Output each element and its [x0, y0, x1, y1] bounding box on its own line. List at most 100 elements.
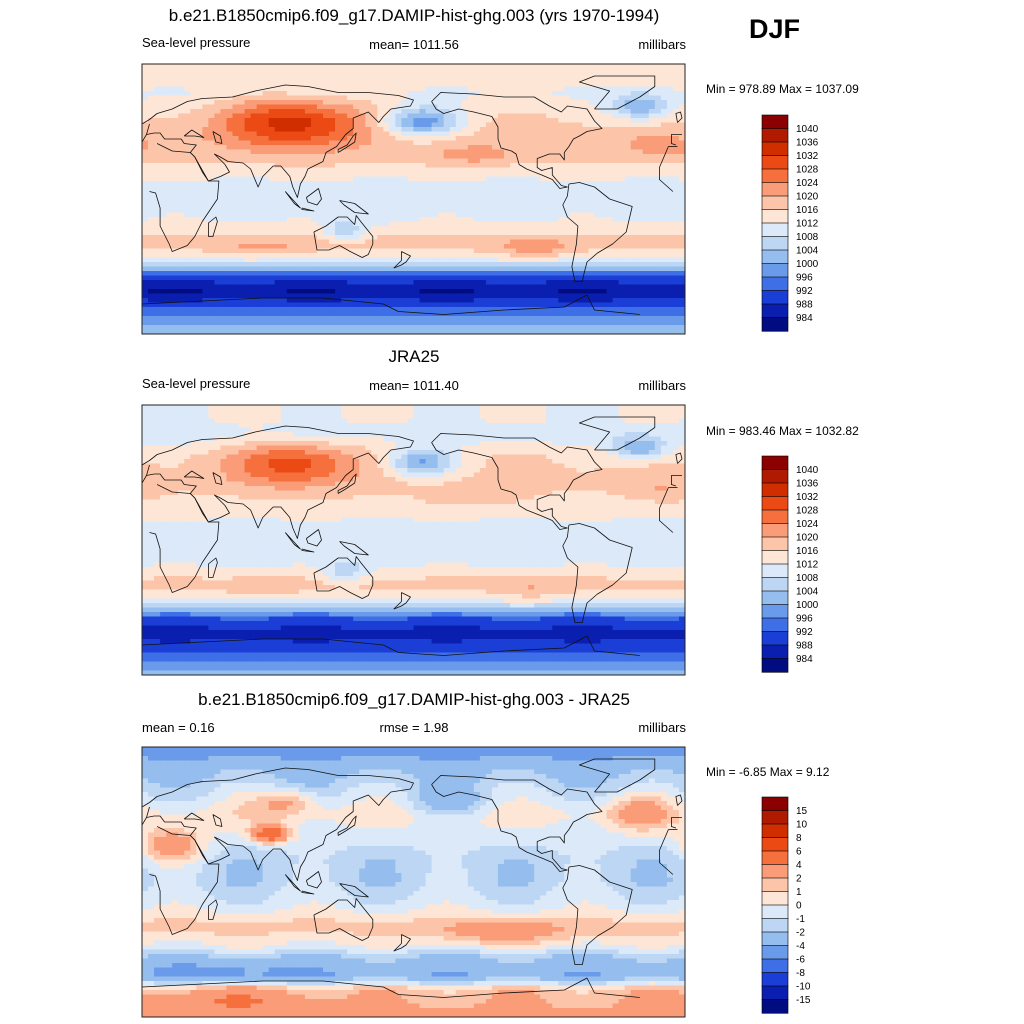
- field-cell: [666, 275, 674, 281]
- field-cell: [672, 203, 680, 209]
- field-cell: [341, 109, 348, 115]
- field-cell: [582, 167, 590, 173]
- field-cell: [395, 77, 403, 83]
- field-cell: [389, 136, 396, 142]
- field-cell: [148, 302, 155, 308]
- field-cell: [546, 127, 553, 133]
- field-cell: [359, 302, 366, 308]
- field-cell: [419, 167, 427, 173]
- field-cell: [250, 226, 258, 232]
- field-cell: [148, 266, 155, 272]
- field-cell: [672, 158, 680, 164]
- field-cell: [473, 167, 481, 173]
- field-cell: [142, 257, 149, 263]
- field-cell: [672, 172, 680, 178]
- field-cell: [298, 149, 306, 155]
- field-cell: [504, 248, 511, 254]
- field-cell: [316, 118, 324, 124]
- field-cell: [425, 127, 433, 133]
- field-cell: [377, 298, 384, 304]
- field-cell: [455, 230, 463, 236]
- field-cell: [178, 271, 185, 277]
- field-cell: [588, 140, 596, 146]
- field-cell: [347, 253, 354, 259]
- field-cell: [371, 239, 378, 245]
- field-cell: [636, 104, 644, 110]
- field-cell: [479, 140, 487, 146]
- field-cell: [389, 221, 396, 227]
- field-cell: [250, 266, 258, 272]
- field-cell: [624, 95, 632, 101]
- field-cell: [148, 181, 155, 187]
- field-cell: [642, 226, 650, 232]
- field-cell: [232, 275, 240, 281]
- field-cell: [558, 298, 565, 304]
- field-cell: [377, 248, 384, 254]
- field-cell: [678, 167, 685, 173]
- field-cell: [630, 248, 638, 254]
- field-cell: [473, 248, 481, 254]
- field-cell: [304, 275, 312, 281]
- field-cell: [648, 226, 656, 232]
- field-cell: [461, 100, 469, 106]
- field-cell: [552, 221, 559, 227]
- field-cell: [666, 68, 674, 74]
- field-cell: [298, 122, 306, 128]
- field-cell: [437, 199, 445, 205]
- field-cell: [359, 212, 366, 218]
- field-cell: [208, 127, 215, 133]
- field-cell: [190, 302, 197, 308]
- field-cell: [497, 131, 505, 137]
- field-cell: [148, 212, 155, 218]
- field-cell: [437, 266, 445, 272]
- field-cell: [636, 91, 644, 97]
- field-cell: [606, 190, 614, 196]
- field-cell: [274, 271, 282, 277]
- field-cell: [172, 122, 179, 128]
- field-cell: [606, 131, 614, 137]
- field-cell: [576, 122, 584, 128]
- field-cell: [184, 118, 191, 124]
- field-cell: [546, 181, 553, 187]
- field-cell: [316, 244, 324, 250]
- field-cell: [389, 307, 396, 313]
- field-cell: [473, 95, 481, 101]
- field-cell: [184, 257, 191, 263]
- field-cell: [425, 280, 433, 286]
- field-cell: [407, 91, 415, 97]
- field-cell: [672, 199, 680, 205]
- field-cell: [280, 136, 288, 142]
- field-cell: [298, 203, 306, 209]
- field-cell: [630, 307, 638, 313]
- field-cell: [407, 77, 415, 83]
- field-cell: [365, 298, 372, 304]
- field-cell: [268, 118, 276, 124]
- field-cell: [461, 77, 469, 83]
- field-cell: [310, 302, 318, 308]
- field-cell: [666, 293, 674, 299]
- field-cell: [570, 289, 577, 295]
- field-cell: [196, 253, 203, 259]
- field-cell: [154, 239, 161, 245]
- field-cell: [594, 194, 602, 200]
- field-cell: [576, 262, 584, 268]
- field-cell: [298, 181, 306, 187]
- field-cell: [401, 194, 409, 200]
- field-cell: [546, 140, 553, 146]
- field-cell: [654, 122, 662, 128]
- field-cell: [256, 77, 264, 83]
- field-cell: [407, 82, 415, 88]
- field-cell: [552, 68, 559, 74]
- field-cell: [491, 253, 499, 259]
- field-cell: [262, 77, 270, 83]
- field-cell: [244, 244, 252, 250]
- field-cell: [196, 127, 203, 133]
- field-cell: [473, 77, 481, 83]
- field-cell: [142, 185, 149, 191]
- field-cell: [630, 163, 638, 169]
- field-cell: [455, 140, 463, 146]
- field-cell: [244, 68, 252, 74]
- field-cell: [624, 190, 632, 196]
- field-cell: [371, 235, 378, 241]
- field-cell: [491, 307, 499, 313]
